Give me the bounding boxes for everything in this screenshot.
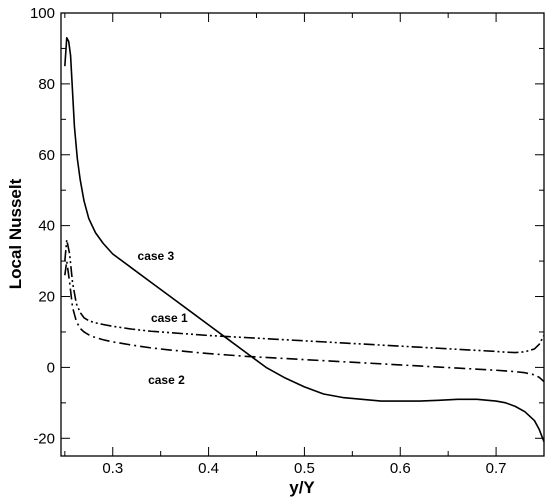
series-line-case-3 — [64, 37, 545, 443]
y-tick-label: -20 — [33, 430, 55, 447]
y-axis-title: Local Nusselt — [6, 178, 25, 289]
annotation-case-1: case 1 — [151, 311, 188, 325]
annotation-case-3: case 3 — [138, 249, 175, 263]
y-tick-label: 80 — [38, 76, 55, 93]
plot-frame — [60, 12, 545, 457]
y-tick-label: 60 — [38, 147, 55, 164]
y-tick-label: 100 — [30, 5, 55, 22]
annotations: case 3 case 1 case 2 — [138, 249, 188, 387]
y-tick-label: 40 — [38, 218, 55, 235]
y-tick-label: 20 — [38, 289, 55, 306]
annotation-case-2: case 2 — [148, 373, 185, 387]
ticks — [61, 12, 545, 456]
tick-labels: 0.3 0.4 0.5 0.6 0.7 -20 0 20 40 60 80 100 — [30, 5, 507, 477]
x-tick-label: 0.7 — [486, 460, 507, 477]
series-line-case-2 — [64, 260, 545, 383]
x-tick-label: 0.5 — [294, 460, 315, 477]
x-tick-label: 0.3 — [102, 460, 123, 477]
x-tick-label: 0.6 — [390, 460, 411, 477]
x-tick-label: 0.4 — [198, 460, 219, 477]
series-line-case-1 — [64, 239, 545, 354]
x-axis-title: y/Y — [289, 478, 315, 497]
y-tick-label: 0 — [47, 359, 55, 376]
series-lines — [64, 37, 545, 443]
